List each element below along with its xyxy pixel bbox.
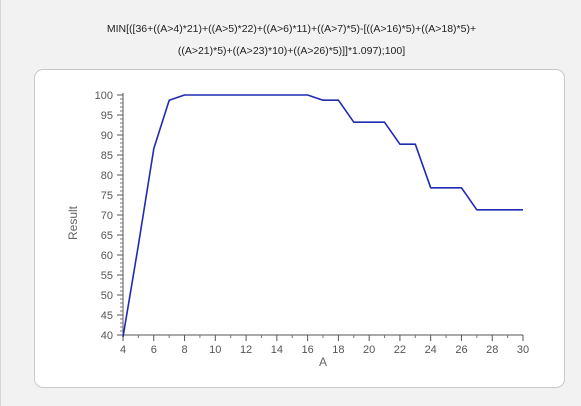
x-tick-label: 22 (394, 344, 406, 356)
y-tick-label: 85 (101, 150, 113, 162)
y-tick-label: 90 (101, 130, 113, 142)
y-tick-label: 75 (101, 190, 113, 202)
y-axis-title: Result (66, 205, 80, 240)
x-tick-label: 20 (363, 344, 375, 356)
x-tick-label: 14 (271, 344, 283, 356)
y-tick-label: 55 (101, 270, 113, 282)
x-tick-label: 18 (332, 344, 344, 356)
y-tick-label: 100 (95, 90, 113, 102)
y-tick-label: 45 (101, 310, 113, 322)
y-tick-label: 50 (101, 290, 113, 302)
ticks: 40 45 50 55 60 65 70 75 80 85 90 95 100 4 6 8 10 12 14 16 18… (95, 90, 529, 356)
series-line (122, 94, 523, 338)
x-tick-label: 6 (151, 344, 157, 356)
x-tick-label: 28 (486, 344, 498, 356)
formula-line-1: MIN[([36+((A>4)*21)+((A>5)*22)+((A>6)*11… (106, 23, 477, 35)
axes (122, 93, 523, 336)
x-tick-label: 30 (517, 344, 529, 356)
line-chart: 40 45 50 55 60 65 70 75 80 85 90 95 100 4 6 8 10 12 14 16 18… (66, 90, 529, 369)
x-tick-label: 4 (120, 344, 126, 356)
y-tick-label: 40 (101, 330, 113, 342)
y-tick-label: 95 (101, 110, 113, 122)
y-tick-label: 70 (101, 210, 113, 222)
y-tick-label: 60 (101, 250, 113, 262)
x-tick-label: 24 (425, 344, 437, 356)
x-axis-title: A (319, 355, 327, 369)
x-tick-label: 26 (455, 344, 467, 356)
x-tick-label: 10 (209, 344, 221, 356)
x-tick-label: 8 (181, 344, 187, 356)
x-tick-label: 12 (240, 344, 252, 356)
formula-line-2: ((A>21)*5)+((A>23)*10)+((A>26)*5)]]*1.09… (177, 45, 406, 57)
formula-text: MIN[([36+((A>4)*21)+((A>5)*22)+((A>6)*11… (21, 13, 562, 57)
x-tick-label: 16 (301, 344, 313, 356)
chart-panel: 40 45 50 55 60 65 70 75 80 85 90 95 100 4 6 8 10 12 14 16 18… (34, 69, 565, 388)
y-tick-label: 80 (101, 170, 113, 182)
y-tick-label: 65 (101, 230, 113, 242)
series (122, 94, 523, 338)
